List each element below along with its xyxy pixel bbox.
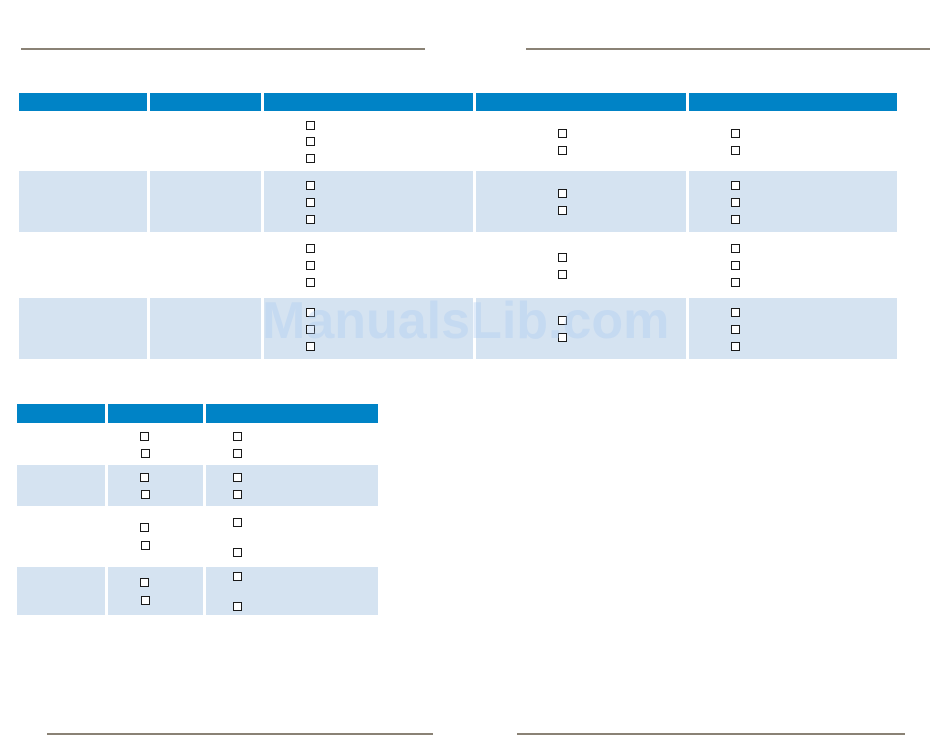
checkbox[interactable] [558,270,567,279]
checkbox[interactable] [558,333,567,342]
checkbox[interactable] [306,154,315,163]
checkbox[interactable] [558,316,567,325]
checkbox[interactable] [306,181,315,190]
checkbox[interactable] [306,121,315,130]
checkbox[interactable] [306,278,315,287]
table-2-row-4-cell [108,567,203,615]
checkbox[interactable] [558,253,567,262]
checkbox[interactable] [306,261,315,270]
watermark: ManualsLib.com [262,292,670,350]
table-2-row-2-cell [108,465,203,506]
checkbox[interactable] [141,490,150,499]
table-2-row-2-cell [17,465,105,506]
table-1-header-cell [264,93,473,111]
table-2-row-4-cell [17,567,105,615]
checkbox[interactable] [731,244,740,253]
table-1-row-4-cell [19,298,147,359]
table-2-row-4-cell [206,567,378,615]
checkbox[interactable] [233,490,242,499]
checkbox[interactable] [731,181,740,190]
checkbox[interactable] [233,518,242,527]
table-1-header-cell [150,93,261,111]
checkbox[interactable] [731,198,740,207]
table-1-row-2-cell [476,171,686,232]
checkbox[interactable] [306,198,315,207]
footer-rule-left [47,733,433,735]
checkbox[interactable] [306,342,315,351]
checkbox[interactable] [233,449,242,458]
checkbox[interactable] [141,596,150,605]
checkbox[interactable] [233,432,242,441]
checkbox[interactable] [140,578,149,587]
checkbox[interactable] [731,261,740,270]
checkbox[interactable] [731,278,740,287]
checkbox[interactable] [558,189,567,198]
table-1-row-2-cell [150,171,261,232]
table-1-row-4-cell [264,298,473,359]
header-rule-right [526,48,930,50]
table-1-header-cell [19,93,147,111]
checkbox[interactable] [306,308,315,317]
table-2-header-cell [206,404,378,423]
checkbox[interactable] [731,342,740,351]
table-1-header-cell [476,93,686,111]
checkbox[interactable] [141,449,150,458]
checkbox[interactable] [558,129,567,138]
checkbox[interactable] [233,602,242,611]
checkbox[interactable] [140,473,149,482]
checkbox[interactable] [731,308,740,317]
checkbox[interactable] [558,206,567,215]
header-rule-left [21,48,425,50]
checkbox[interactable] [233,572,242,581]
table-1-row-4-cell [150,298,261,359]
table-2-row-2-cell [206,465,378,506]
checkbox[interactable] [306,244,315,253]
checkbox[interactable] [731,129,740,138]
checkbox[interactable] [306,215,315,224]
table-1-row-2-cell [689,171,897,232]
table-2-header-cell [17,404,105,423]
table-1-row-2-cell [19,171,147,232]
footer-rule-right [517,733,905,735]
checkbox[interactable] [233,473,242,482]
table-1-header-cell [689,93,897,111]
table-1-row-4-cell [476,298,686,359]
checkbox[interactable] [141,541,150,550]
checkbox[interactable] [731,215,740,224]
checkbox[interactable] [731,325,740,334]
table-2-header-cell [108,404,203,423]
checkbox[interactable] [306,325,315,334]
checkbox[interactable] [306,137,315,146]
checkbox[interactable] [140,432,149,441]
checkbox[interactable] [731,146,740,155]
table-1-row-2-cell [264,171,473,232]
checkbox[interactable] [140,523,149,532]
table-1-row-4-cell [689,298,897,359]
checkbox[interactable] [233,548,242,557]
checkbox[interactable] [558,146,567,155]
